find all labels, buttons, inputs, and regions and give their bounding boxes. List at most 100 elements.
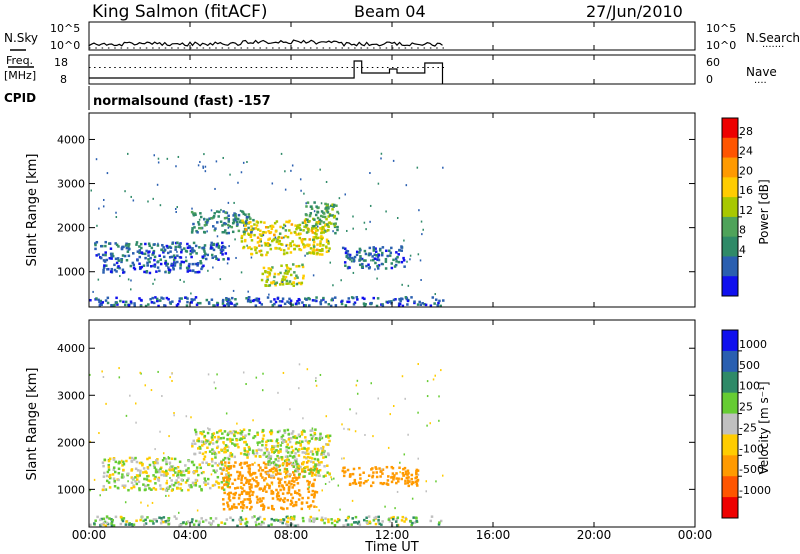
power-cell bbox=[297, 244, 301, 248]
power-cell bbox=[377, 264, 381, 267]
velocity-cell bbox=[314, 490, 317, 494]
power-cell bbox=[152, 197, 154, 200]
velocity-cell bbox=[321, 451, 324, 455]
velocity-cell bbox=[398, 466, 401, 470]
power-cell bbox=[199, 260, 202, 263]
nave-dot bbox=[326, 67, 328, 68]
velocity-cell bbox=[296, 476, 299, 480]
power-cell bbox=[198, 246, 201, 249]
power-cell bbox=[224, 229, 227, 232]
velocity-cell bbox=[245, 491, 248, 495]
velocity-cell bbox=[139, 469, 142, 473]
velocity-cell bbox=[303, 451, 307, 454]
power-cell bbox=[157, 157, 160, 160]
velocity-cell bbox=[208, 442, 211, 446]
velocity-cell bbox=[192, 439, 196, 443]
power-cell bbox=[320, 299, 323, 302]
nave-dot bbox=[386, 67, 389, 68]
velocity-cell bbox=[378, 467, 381, 470]
velocity-cell bbox=[141, 515, 144, 519]
power-cell bbox=[227, 257, 230, 261]
velocity-cell bbox=[281, 477, 284, 480]
velocity-cell bbox=[187, 484, 191, 487]
power-cell bbox=[106, 296, 110, 300]
power-cell bbox=[185, 256, 187, 259]
velocity-cell bbox=[227, 465, 230, 468]
velocity-cell bbox=[198, 451, 202, 455]
velocity-cell bbox=[304, 466, 307, 469]
velocity-cell bbox=[245, 521, 249, 524]
velocity-cell bbox=[312, 484, 315, 488]
power-cell bbox=[279, 225, 282, 229]
velocity-cell bbox=[234, 430, 237, 434]
velocity-cell bbox=[164, 457, 168, 461]
velocity-cell bbox=[269, 439, 273, 442]
power-cell bbox=[145, 249, 148, 253]
power-cell bbox=[243, 239, 247, 243]
velocity-cell bbox=[287, 460, 291, 463]
power-cell bbox=[429, 304, 433, 307]
velocity-cell bbox=[124, 501, 127, 504]
power-cell bbox=[108, 257, 112, 260]
velocity-cell bbox=[240, 466, 244, 469]
power-colorbar-swatch bbox=[722, 256, 738, 277]
nave-dot bbox=[265, 67, 268, 68]
power-cell bbox=[396, 255, 399, 259]
velocity-cell bbox=[306, 455, 310, 459]
power-cell bbox=[304, 254, 306, 257]
power-cell bbox=[147, 242, 151, 245]
power-cell bbox=[321, 215, 325, 218]
velocity-cell bbox=[223, 448, 227, 451]
power-cell bbox=[280, 279, 284, 283]
power-cell bbox=[276, 297, 280, 300]
power-cell bbox=[180, 250, 183, 254]
velocity-cell bbox=[375, 475, 379, 479]
power-cell bbox=[290, 223, 294, 226]
power-cell bbox=[194, 262, 197, 266]
power-cell bbox=[123, 303, 127, 307]
velocity-cell bbox=[260, 520, 264, 524]
velocity-cell bbox=[166, 486, 170, 489]
nsearch-dot bbox=[322, 47, 325, 49]
velocity-cell bbox=[381, 472, 384, 475]
power-cell bbox=[125, 242, 129, 246]
velocity-cell bbox=[411, 497, 414, 500]
power-cell bbox=[316, 243, 319, 246]
power-cell bbox=[400, 246, 403, 249]
power-cell bbox=[328, 207, 330, 210]
velocity-colorbar-tick-label: -1000 bbox=[739, 484, 771, 497]
power-cell bbox=[303, 192, 305, 195]
velocity-cell bbox=[313, 494, 316, 497]
power-cell bbox=[331, 297, 334, 301]
nave-dot bbox=[169, 67, 172, 68]
nsearch-dot bbox=[246, 47, 249, 49]
power-cell bbox=[212, 243, 215, 247]
velocity-cell bbox=[286, 428, 290, 432]
velocity-cell bbox=[198, 485, 202, 488]
nave-tick-bottom: 0 bbox=[706, 73, 713, 86]
velocity-cell bbox=[374, 515, 378, 519]
velocity-cell bbox=[437, 523, 441, 526]
power-cell bbox=[188, 269, 192, 272]
power-cell bbox=[273, 272, 277, 276]
power-cell bbox=[329, 214, 332, 217]
velocity-cell bbox=[244, 522, 247, 525]
power-cell bbox=[261, 232, 265, 235]
nsearch-dot bbox=[215, 47, 217, 49]
velocity-cell bbox=[128, 523, 131, 526]
power-cell bbox=[381, 303, 384, 306]
velocity-cell bbox=[306, 440, 310, 444]
velocity-cell bbox=[176, 487, 179, 490]
velocity-cell bbox=[351, 499, 354, 502]
power-cell bbox=[99, 256, 103, 260]
velocity-cell bbox=[171, 468, 174, 471]
power-cell bbox=[239, 219, 243, 222]
velocity-cell bbox=[144, 384, 147, 387]
power-cell bbox=[298, 236, 302, 240]
power-cell bbox=[199, 261, 203, 265]
nave-dot bbox=[356, 67, 359, 68]
power-cell bbox=[320, 210, 324, 213]
velocity-cell bbox=[182, 521, 185, 524]
velocity-cell bbox=[292, 471, 295, 474]
power-cell bbox=[203, 244, 207, 247]
